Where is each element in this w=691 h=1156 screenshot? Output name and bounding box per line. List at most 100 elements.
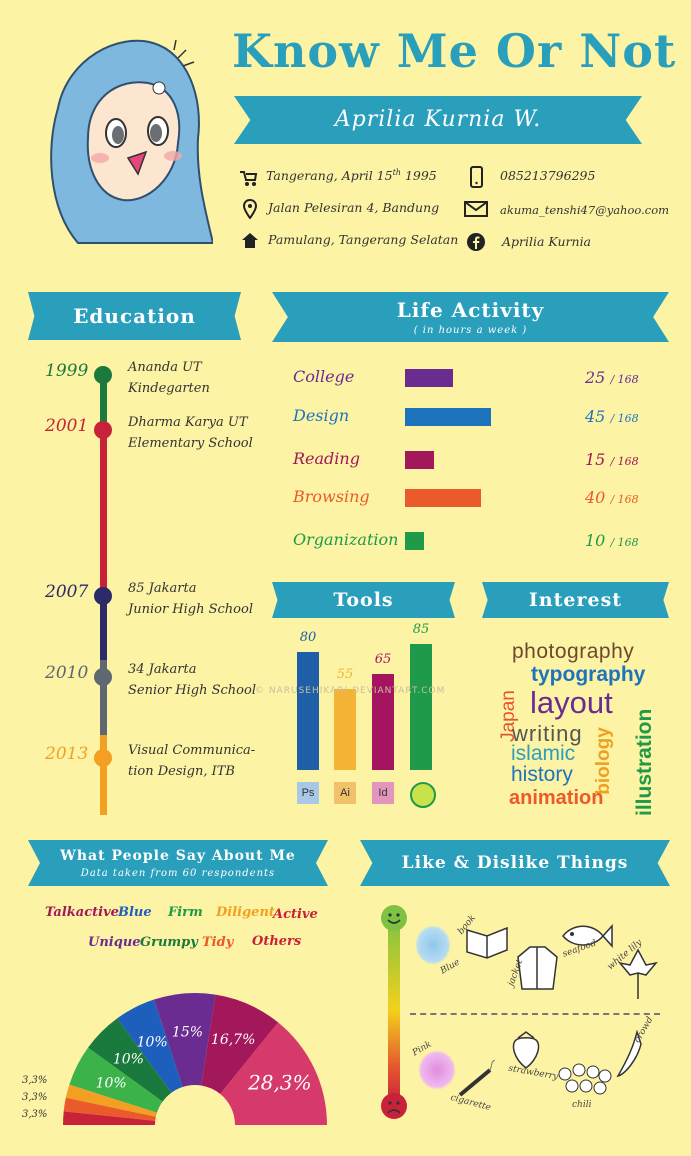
activity-value: 40 / 168 xyxy=(585,488,639,507)
like-divider xyxy=(410,1013,660,1015)
blue-swatch xyxy=(415,925,451,965)
trait-label: Tidy xyxy=(202,935,234,950)
tool-value: 55 xyxy=(336,666,354,682)
education-school: 85 Jakarta Junior High School xyxy=(128,578,253,620)
trait-label: Diligent xyxy=(216,905,275,920)
pie-slice-label: 28,3% xyxy=(247,1071,312,1095)
trait-label: Unique xyxy=(88,935,141,950)
education-year: 1999 xyxy=(45,361,89,381)
phone-text: 085213796295 xyxy=(500,168,596,183)
cigarette-icon xyxy=(458,1060,496,1097)
activity-value-total: / 168 xyxy=(610,493,639,506)
trait-label: Grumpy xyxy=(140,935,198,950)
activity-bar xyxy=(405,408,491,426)
pie-slice-label: 16,7% xyxy=(211,1032,255,1048)
tool-bar xyxy=(372,673,394,770)
interest-animation: animation xyxy=(509,787,604,809)
education-school: Ananda UT Kindegarten xyxy=(128,357,210,399)
trait-label: Active xyxy=(273,907,318,922)
like-dislike-scale xyxy=(388,915,400,1105)
name-ribbon: Aprilia Kurnia W. xyxy=(234,96,642,144)
pie-slice-blue xyxy=(201,994,279,1094)
activity-label: College xyxy=(293,367,355,386)
activity-value: 25 / 168 xyxy=(585,368,639,387)
life-activity-title: Life Activity xyxy=(396,298,545,322)
activity-bar xyxy=(405,451,434,469)
school-line: Dharma Karya UT xyxy=(128,415,248,430)
school-line: 34 Jakarta xyxy=(128,662,197,677)
tool-value: 65 xyxy=(374,651,392,667)
activity-value-number: 10 xyxy=(585,531,611,550)
pie-small-label: 3,3% xyxy=(22,1092,48,1103)
trait-label: Firm xyxy=(168,905,203,920)
tool-value: 80 xyxy=(299,629,317,645)
interest-writing: writing xyxy=(512,721,583,746)
people-say-chart: 28,3%16,7%15%10%10%10% xyxy=(63,993,327,1125)
activity-value-number: 45 xyxy=(585,407,611,426)
phone-icon xyxy=(466,166,486,188)
home-text: Pamulang, Tangerang Selatan xyxy=(268,232,459,247)
interest-biology: biology xyxy=(592,727,614,795)
interest-word-cloud: photography typography Japan layout writ… xyxy=(498,635,665,816)
life-activity-ribbon: Life Activity ( in hours a week ) xyxy=(272,292,669,342)
illustrator-icon: Ai xyxy=(334,782,356,804)
home-icon xyxy=(240,230,260,250)
pie-slice-active xyxy=(88,1018,172,1102)
pie-slice-grumpy xyxy=(65,1084,157,1117)
school-line: Senior High School xyxy=(128,683,256,698)
school-line: Visual Communica- xyxy=(128,743,256,758)
activity-label: Browsing xyxy=(293,487,370,506)
pie-small-label: 3,3% xyxy=(22,1109,48,1120)
interest-history: history xyxy=(511,763,573,786)
location-pin-icon xyxy=(240,198,260,220)
activity-value-total: / 168 xyxy=(610,536,639,549)
pie-slice-diligent xyxy=(117,999,183,1093)
timeline-dot xyxy=(94,366,112,384)
timeline-dot xyxy=(94,668,112,686)
education-year: 2001 xyxy=(45,416,89,436)
activity-bar xyxy=(405,369,453,387)
trait-label: Talkactive xyxy=(45,905,119,920)
indesign-icon: Id xyxy=(372,782,394,804)
address-text: Jalan Pelesiran 4, Bandung xyxy=(268,200,440,215)
life-activity-subtitle: ( in hours a week ) xyxy=(413,325,528,336)
school-line: Elementary School xyxy=(128,436,253,451)
timeline-dot xyxy=(94,749,112,767)
pie-slice-talkactive xyxy=(220,1022,327,1125)
interest-layout: layout xyxy=(530,685,613,720)
education-school: 34 Jakarta Senior High School xyxy=(128,659,256,701)
crowd-icon xyxy=(558,1063,612,1095)
lily-icon xyxy=(618,948,658,999)
interest-photography: photography xyxy=(512,640,635,663)
interest-islamic: islamic xyxy=(511,742,576,765)
pie-slice-others xyxy=(63,1111,156,1125)
trait-label: Others xyxy=(252,934,302,949)
strawberry-icon xyxy=(512,1031,540,1069)
book-icon xyxy=(466,926,508,959)
interest-ribbon: Interest xyxy=(482,582,669,618)
education-school: Visual Communica-tion Design, ITB xyxy=(128,740,255,782)
dislike-crowd-label: chili xyxy=(572,1100,592,1110)
stroller-icon xyxy=(238,168,258,188)
pie-slice-label: 15% xyxy=(172,1024,203,1040)
email-text: akuma_tenshi47@yahoo.com xyxy=(500,203,670,217)
school-line: tion Design, ITB xyxy=(128,764,235,779)
like-dislike-ribbon: Like & Dislike Things xyxy=(360,840,670,886)
activity-value-number: 40 xyxy=(585,488,611,507)
school-line: Kindegarten xyxy=(128,381,210,396)
activity-value-total: / 168 xyxy=(610,373,639,386)
activity-value-number: 25 xyxy=(585,368,611,387)
jacket-icon xyxy=(517,946,558,990)
activity-value-number: 15 xyxy=(585,450,611,469)
pie-slice-label: 10% xyxy=(137,1034,168,1050)
pie-small-label: 3,3% xyxy=(22,1075,48,1086)
photoshop-icon: Ps xyxy=(297,782,319,804)
pie-slice-tidy xyxy=(63,1097,156,1121)
education-ribbon: Education xyxy=(28,292,241,340)
school-line: Junior High School xyxy=(128,602,253,617)
activity-bar xyxy=(405,532,424,550)
education-year: 2013 xyxy=(45,744,89,764)
watermark: © NARUSEHIKARI.DEVIANTART.COM xyxy=(255,686,446,696)
activity-label: Design xyxy=(293,406,350,425)
pie-slice-label: 10% xyxy=(113,1052,144,1068)
